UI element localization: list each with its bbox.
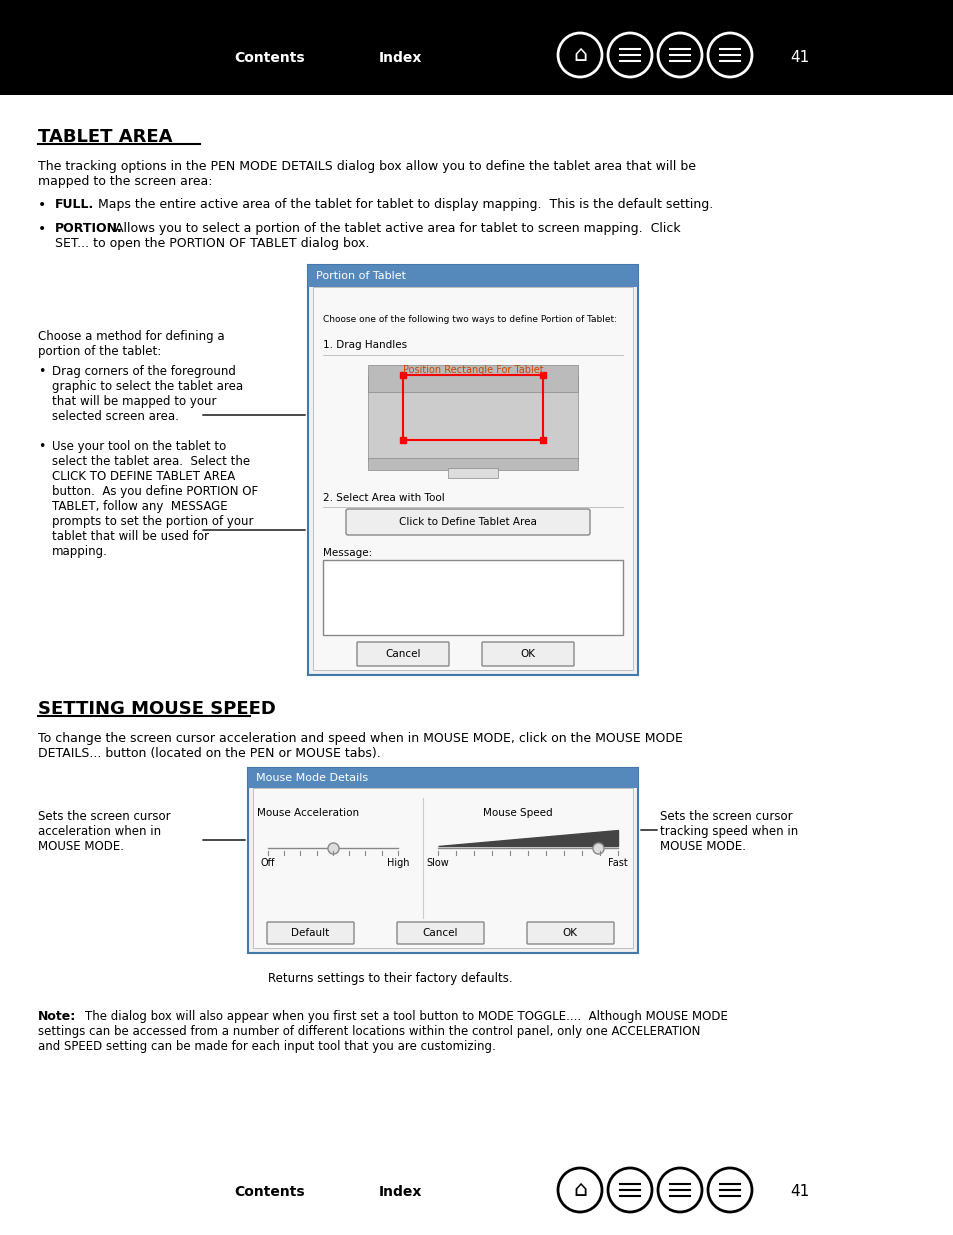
Text: Index: Index <box>378 51 421 65</box>
Text: Sets the screen cursor
acceleration when in
MOUSE MODE.: Sets the screen cursor acceleration when… <box>38 810 171 853</box>
Text: and SPEED setting can be made for each input tool that you are customizing.: and SPEED setting can be made for each i… <box>38 1040 496 1053</box>
Bar <box>323 559 622 635</box>
Text: To change the screen cursor acceleration and speed when in MOUSE MODE, click on : To change the screen cursor acceleration… <box>38 732 682 745</box>
Text: Mouse Mode Details: Mouse Mode Details <box>255 773 368 783</box>
FancyBboxPatch shape <box>396 923 483 944</box>
Text: Click to Define Tablet Area: Click to Define Tablet Area <box>398 517 537 527</box>
Text: Note:: Note: <box>38 1010 76 1023</box>
Text: settings can be accessed from a number of different locations within the control: settings can be accessed from a number o… <box>38 1025 700 1037</box>
Text: Default: Default <box>291 927 329 939</box>
FancyBboxPatch shape <box>481 642 574 666</box>
Text: Index: Index <box>378 1186 421 1199</box>
Text: OK: OK <box>520 650 535 659</box>
Text: Use your tool on the tablet to
select the tablet area.  Select the
CLICK TO DEFI: Use your tool on the tablet to select th… <box>52 440 258 558</box>
Text: 41: 41 <box>789 1184 809 1199</box>
FancyBboxPatch shape <box>356 642 449 666</box>
Text: OK: OK <box>562 927 577 939</box>
Text: Slow: Slow <box>426 858 449 868</box>
Text: •: • <box>38 366 46 378</box>
Text: FULL.: FULL. <box>55 198 94 211</box>
Bar <box>248 768 638 953</box>
Text: Contents: Contents <box>234 51 305 65</box>
Text: Choose one of the following two ways to define Portion of Tablet:: Choose one of the following two ways to … <box>323 315 617 324</box>
Text: Message:: Message: <box>323 548 372 558</box>
Text: The dialog box will also appear when you first set a tool button to MODE TOGGLE.: The dialog box will also appear when you… <box>85 1010 727 1023</box>
Bar <box>448 468 497 478</box>
Text: The tracking options in the PEN MODE DETAILS dialog box allow you to define the : The tracking options in the PEN MODE DET… <box>38 161 696 173</box>
Text: •: • <box>38 440 46 453</box>
Text: SETTING MOUSE SPEED: SETTING MOUSE SPEED <box>38 700 275 718</box>
Polygon shape <box>437 830 618 846</box>
Text: DETAILS... button (located on the PEN or MOUSE tabs).: DETAILS... button (located on the PEN or… <box>38 747 380 760</box>
Text: mapped to the screen area:: mapped to the screen area: <box>38 175 213 188</box>
FancyBboxPatch shape <box>346 509 589 535</box>
Bar <box>313 287 633 671</box>
Bar <box>368 366 578 391</box>
Text: ⌂: ⌂ <box>573 1179 586 1200</box>
Text: Contents: Contents <box>234 1186 305 1199</box>
Text: TABLET AREA: TABLET AREA <box>38 128 172 146</box>
Bar <box>402 375 542 440</box>
Text: Cancel: Cancel <box>422 927 457 939</box>
Bar <box>308 266 638 287</box>
Text: 2. Select Area with Tool: 2. Select Area with Tool <box>323 493 444 503</box>
Bar <box>0 1155 953 1235</box>
Text: 1. Drag Handles: 1. Drag Handles <box>323 340 407 350</box>
Text: Mouse Acceleration: Mouse Acceleration <box>256 808 358 818</box>
FancyBboxPatch shape <box>267 923 354 944</box>
Text: Allows you to select a portion of the tablet active area for tablet to screen ma: Allows you to select a portion of the ta… <box>107 222 679 235</box>
Bar <box>308 266 638 287</box>
Text: Mouse Speed: Mouse Speed <box>482 808 552 818</box>
Text: PORTION.: PORTION. <box>55 222 123 235</box>
Bar <box>308 266 638 676</box>
Text: Sets the screen cursor
tracking speed when in
MOUSE MODE.: Sets the screen cursor tracking speed wh… <box>659 810 798 853</box>
FancyBboxPatch shape <box>526 923 614 944</box>
Bar <box>368 458 578 471</box>
Text: 41: 41 <box>789 51 809 65</box>
Bar <box>248 768 638 788</box>
Text: Returns settings to their factory defaults.: Returns settings to their factory defaul… <box>268 972 512 986</box>
Text: •: • <box>38 198 46 212</box>
Text: Portion of Tablet: Portion of Tablet <box>315 270 406 282</box>
Text: High: High <box>386 858 409 868</box>
Bar <box>248 768 638 788</box>
Bar <box>368 375 578 459</box>
Text: SET... to open the PORTION OF TABLET dialog box.: SET... to open the PORTION OF TABLET dia… <box>55 237 369 249</box>
Bar <box>253 788 633 948</box>
Text: Position Rectangle For Tablet: Position Rectangle For Tablet <box>402 366 543 375</box>
Text: •: • <box>38 222 46 236</box>
Text: Cancel: Cancel <box>385 650 420 659</box>
Text: Fast: Fast <box>607 858 627 868</box>
Bar <box>0 0 953 95</box>
Text: Maps the entire active area of the tablet for tablet to display mapping.  This i: Maps the entire active area of the table… <box>90 198 713 211</box>
Text: Choose a method for defining a
portion of the tablet:: Choose a method for defining a portion o… <box>38 330 224 358</box>
Text: Drag corners of the foreground
graphic to select the tablet area
that will be ma: Drag corners of the foreground graphic t… <box>52 366 243 424</box>
Text: ⌂: ⌂ <box>573 44 586 65</box>
Text: Off: Off <box>260 858 274 868</box>
